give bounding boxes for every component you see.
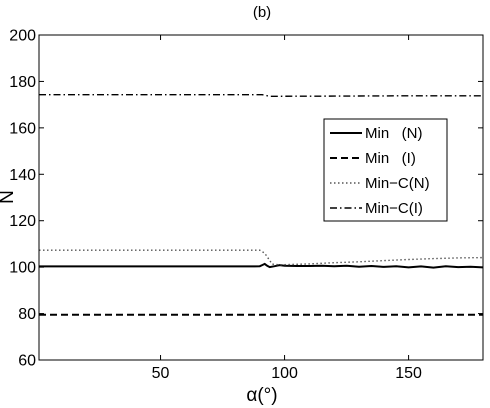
y-tick-label: 60 (18, 353, 36, 370)
y-tick-label: 80 (18, 306, 36, 323)
y-axis-title: N (0, 190, 18, 204)
series-line-4 (39, 94, 483, 98)
chart-title: (b) (253, 4, 271, 21)
series-line-1 (39, 262, 484, 269)
x-tick-label: 50 (152, 365, 170, 382)
series-layer (39, 94, 484, 316)
legend-box (323, 118, 448, 222)
legend: Min (N) Min (I) Min−C(N) Min−C(I) (323, 118, 448, 222)
x-tick-label: 100 (271, 365, 298, 382)
x-tick-label: 150 (395, 365, 422, 382)
y-tick-label: 140 (9, 167, 36, 184)
legend-label-2: Min (I) (365, 150, 416, 167)
y-tick-label: 180 (9, 74, 36, 91)
y-tick-label: 120 (9, 213, 36, 230)
y-tick-label: 200 (9, 28, 36, 45)
legend-label-1: Min (N) (365, 125, 423, 142)
legend-label-4: Min−C(I) (365, 200, 423, 217)
y-tick-label: 100 (9, 260, 36, 277)
x-axis-title: α(°) (246, 385, 277, 406)
plot-frame (38, 34, 484, 361)
legend-label-3: Min−C(N) (365, 175, 430, 192)
ticks-layer: 60 80 100 120 140 160 180 200 50 100 150 (9, 28, 483, 382)
y-tick-label: 160 (9, 120, 36, 137)
series-line-3 (39, 249, 484, 266)
